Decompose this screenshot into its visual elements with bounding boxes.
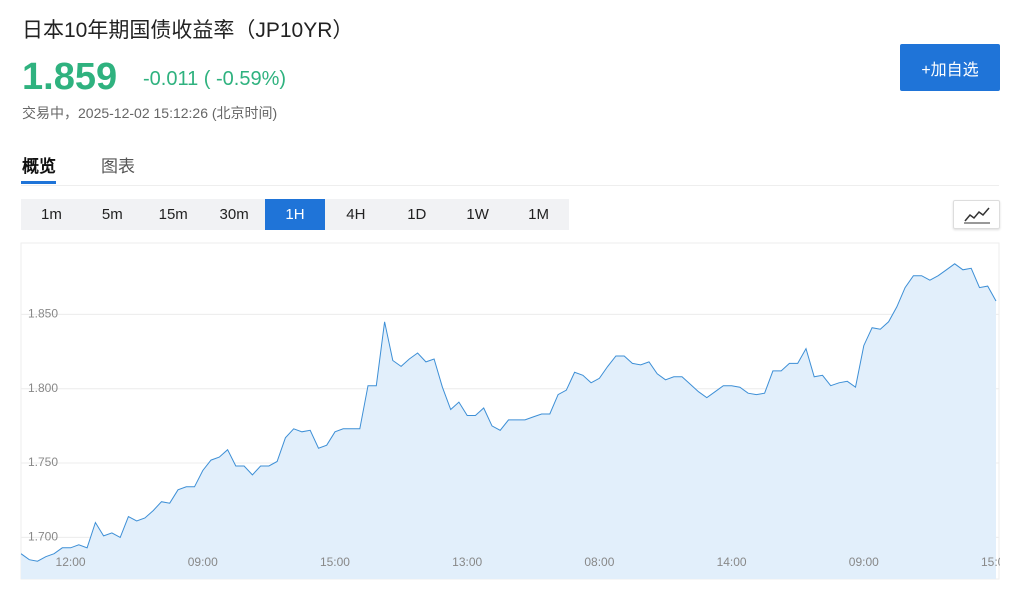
interval-button[interactable]: 1M (528, 206, 549, 223)
tab-underline (21, 181, 56, 184)
x-tick-label: 15:00 (981, 555, 1011, 569)
x-tick-label: 09:00 (849, 555, 879, 569)
status: 交易中，2025-12-02 15:12:26 (北京时间) (22, 105, 278, 121)
interval-button[interactable]: 5m (101, 206, 123, 223)
price: 1.859 (22, 56, 118, 98)
interval-button[interactable]: 1W (466, 206, 489, 223)
x-tick-label: 09:00 (188, 555, 218, 569)
y-tick-label: 1.800 (28, 381, 58, 395)
x-tick-label: 12:00 (56, 555, 86, 569)
line (21, 263, 997, 562)
tab[interactable]: 图表 (101, 157, 135, 176)
interval-button[interactable]: 1D (407, 206, 427, 223)
x-tick-label: 13:00 (452, 555, 482, 569)
interval-button[interactable]: 1H (264, 199, 326, 230)
y-tick-label: 1.750 (28, 455, 58, 469)
title: 日本10年期国债收益率（JP10YR） (22, 19, 354, 42)
separator (21, 185, 999, 186)
interval-button[interactable]: 30m (219, 206, 249, 223)
y-tick-label: 1.700 (28, 530, 58, 544)
watch-button[interactable]: +加自选 (900, 44, 1000, 91)
tab[interactable]: 概览 (22, 157, 56, 176)
x-tick-label: 14:00 (717, 555, 747, 569)
chart-type-button[interactable] (953, 200, 1000, 229)
icon (964, 207, 990, 224)
change: -0.011 ( -0.59%) (143, 68, 287, 90)
y-tick-label: 1.850 (28, 307, 58, 321)
interval-bar: 1m 5m 15m 30m 1H 4H 1D 1W 1M (21, 199, 569, 230)
interval-button[interactable]: 15m (158, 206, 188, 223)
x-tick-label: 15:00 (320, 555, 350, 569)
interval-button[interactable]: 1m (41, 206, 62, 223)
x-tick-label: 08:00 (584, 555, 614, 569)
interval-button[interactable]: 4H (346, 206, 366, 223)
area (21, 263, 996, 579)
